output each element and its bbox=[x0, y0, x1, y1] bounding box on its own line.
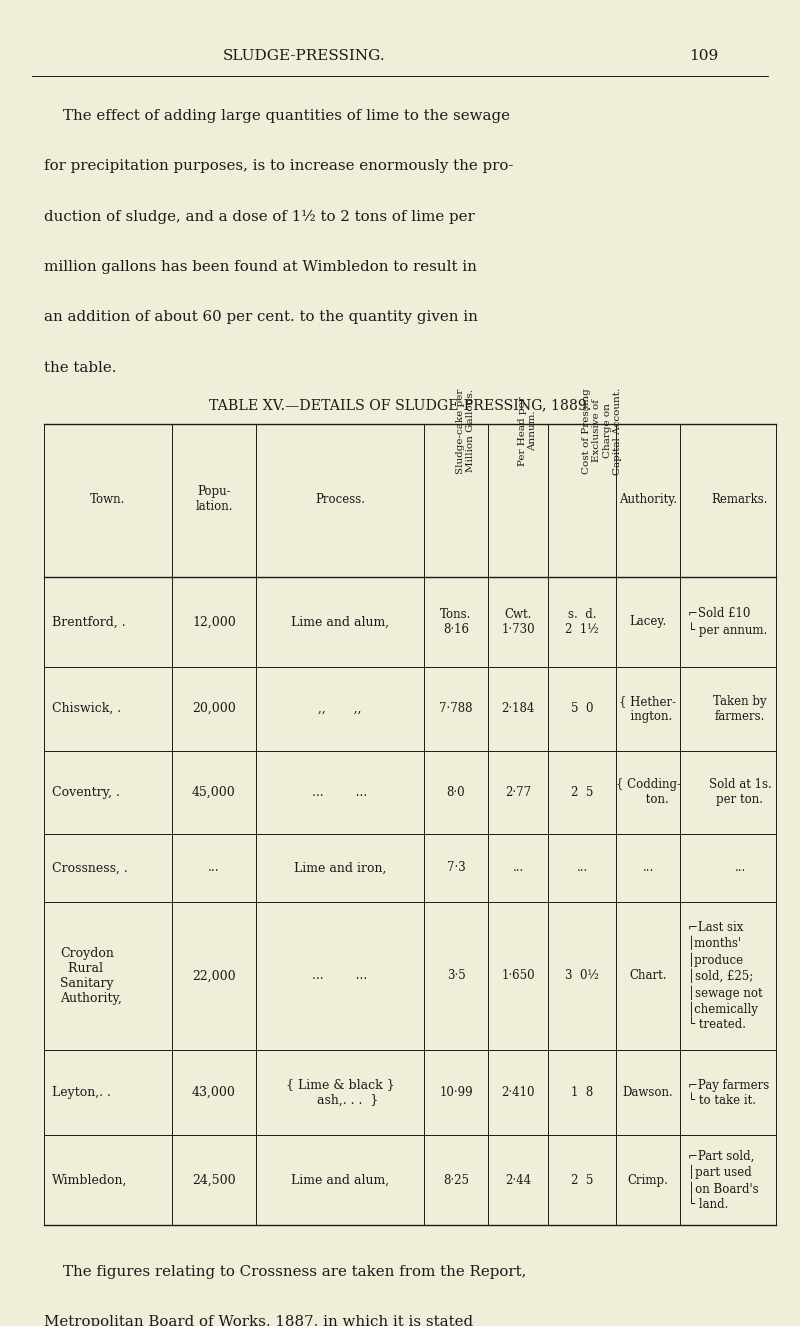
Text: TABLE XV.—DETAILS OF SLUDGE-PRESSING, 1889.: TABLE XV.—DETAILS OF SLUDGE-PRESSING, 18… bbox=[209, 398, 591, 412]
Text: 2·77: 2·77 bbox=[505, 786, 531, 798]
Text: 2  5: 2 5 bbox=[571, 1174, 593, 1187]
Text: 22,000: 22,000 bbox=[192, 969, 236, 983]
Text: 2·44: 2·44 bbox=[505, 1174, 531, 1187]
Text: { Lime & black }
    ash,. . .  }: { Lime & black } ash,. . . } bbox=[286, 1078, 394, 1107]
Text: ⌐Pay farmers
└ to take it.: ⌐Pay farmers └ to take it. bbox=[688, 1078, 770, 1107]
Text: SLUDGE-PRESSING.: SLUDGE-PRESSING. bbox=[222, 49, 386, 62]
Text: { Codding-
     ton.: { Codding- ton. bbox=[615, 778, 681, 806]
Text: ⌐Sold £10
└ per annum.: ⌐Sold £10 └ per annum. bbox=[688, 607, 767, 636]
Text: Brentford, .: Brentford, . bbox=[52, 615, 126, 629]
Text: 1  8: 1 8 bbox=[571, 1086, 593, 1099]
Text: Lacey.: Lacey. bbox=[630, 615, 666, 629]
Text: 1·650: 1·650 bbox=[501, 969, 535, 983]
Text: the table.: the table. bbox=[44, 361, 117, 375]
Text: Chart.: Chart. bbox=[630, 969, 666, 983]
Text: Authority.: Authority. bbox=[619, 493, 677, 505]
Text: Cost of Pressing
Exclusive of
Charge on
Capital Account.: Cost of Pressing Exclusive of Charge on … bbox=[582, 387, 622, 475]
Text: 20,000: 20,000 bbox=[192, 703, 236, 715]
Text: Tons.
8·16: Tons. 8·16 bbox=[440, 607, 472, 636]
Text: 8·0: 8·0 bbox=[446, 786, 466, 798]
Text: ⌐Part sold,
│part used
│on Board's
└ land.: ⌐Part sold, │part used │on Board's └ lan… bbox=[688, 1150, 758, 1211]
Text: for precipitation purposes, is to increase enormously the pro-: for precipitation purposes, is to increa… bbox=[44, 159, 514, 174]
Text: Dawson.: Dawson. bbox=[622, 1086, 674, 1099]
Text: million gallons has been found at Wimbledon to result in: million gallons has been found at Wimble… bbox=[44, 260, 477, 274]
Text: Taken by
farmers.: Taken by farmers. bbox=[713, 695, 767, 723]
Text: 8·25: 8·25 bbox=[443, 1174, 469, 1187]
Text: Cwt.
1·730: Cwt. 1·730 bbox=[501, 607, 535, 636]
Text: Sludge-cake per
Million Gallons.: Sludge-cake per Million Gallons. bbox=[456, 389, 475, 473]
Text: ⌐Last six
│months'
│produce
│sold, £25;
│sewage not
│chemically
└ treated.: ⌐Last six │months' │produce │sold, £25; … bbox=[688, 920, 762, 1032]
Text: 3·5: 3·5 bbox=[446, 969, 466, 983]
Text: 5  0: 5 0 bbox=[570, 703, 594, 715]
Text: 12,000: 12,000 bbox=[192, 615, 236, 629]
Text: Leyton,. .: Leyton,. . bbox=[52, 1086, 111, 1099]
Text: { Hether-
  ington.: { Hether- ington. bbox=[619, 695, 677, 723]
Text: 2·184: 2·184 bbox=[502, 703, 534, 715]
Text: Crimp.: Crimp. bbox=[627, 1174, 669, 1187]
Text: The figures relating to Crossness are taken from the Report,: The figures relating to Crossness are ta… bbox=[44, 1265, 526, 1280]
Text: ...        ...: ... ... bbox=[312, 969, 368, 983]
Text: 109: 109 bbox=[690, 49, 718, 62]
Text: Croydon
  Rural
Sanitary
Authority,: Croydon Rural Sanitary Authority, bbox=[60, 947, 122, 1005]
Text: s.  d.
2  1½: s. d. 2 1½ bbox=[565, 607, 599, 636]
Text: Per Head per
Annum.: Per Head per Annum. bbox=[518, 396, 538, 465]
Text: 7·788: 7·788 bbox=[439, 703, 473, 715]
Text: ,,       ,,: ,, ,, bbox=[318, 703, 362, 715]
Text: Sold at 1s.
per ton.: Sold at 1s. per ton. bbox=[709, 778, 771, 806]
Text: 45,000: 45,000 bbox=[192, 786, 236, 798]
Text: The effect of adding large quantities of lime to the sewage: The effect of adding large quantities of… bbox=[44, 109, 510, 123]
Text: duction of sludge, and a dose of 1½ to 2 tons of lime per: duction of sludge, and a dose of 1½ to 2… bbox=[44, 210, 474, 224]
Text: Remarks.: Remarks. bbox=[712, 493, 768, 505]
Text: 7·3: 7·3 bbox=[446, 862, 466, 874]
Text: an addition of about 60 per cent. to the quantity given in: an addition of about 60 per cent. to the… bbox=[44, 310, 478, 325]
Text: Town.: Town. bbox=[90, 493, 126, 505]
Text: 43,000: 43,000 bbox=[192, 1086, 236, 1099]
Text: ...: ... bbox=[642, 862, 654, 874]
Text: ...: ... bbox=[512, 862, 524, 874]
Text: ...: ... bbox=[734, 862, 746, 874]
Text: 2·410: 2·410 bbox=[502, 1086, 534, 1099]
Text: Crossness, .: Crossness, . bbox=[52, 862, 128, 874]
Text: Metropolitan Board of Works, 1887, in which it is stated: Metropolitan Board of Works, 1887, in wh… bbox=[44, 1315, 473, 1326]
Text: Lime and alum,: Lime and alum, bbox=[291, 615, 389, 629]
Text: Wimbledon,: Wimbledon, bbox=[52, 1174, 127, 1187]
Text: 24,500: 24,500 bbox=[192, 1174, 236, 1187]
Text: Chiswick, .: Chiswick, . bbox=[52, 703, 121, 715]
Text: Process.: Process. bbox=[315, 493, 365, 505]
Text: ...: ... bbox=[208, 862, 220, 874]
Text: Lime and alum,: Lime and alum, bbox=[291, 1174, 389, 1187]
Text: 3  0½: 3 0½ bbox=[565, 969, 599, 983]
Text: 10·99: 10·99 bbox=[439, 1086, 473, 1099]
Text: 2  5: 2 5 bbox=[571, 786, 593, 798]
Text: ...: ... bbox=[576, 862, 588, 874]
Text: ...        ...: ... ... bbox=[312, 786, 368, 798]
Text: Coventry, .: Coventry, . bbox=[52, 786, 120, 798]
Text: Lime and iron,: Lime and iron, bbox=[294, 862, 386, 874]
Text: Popu-
lation.: Popu- lation. bbox=[195, 485, 233, 513]
